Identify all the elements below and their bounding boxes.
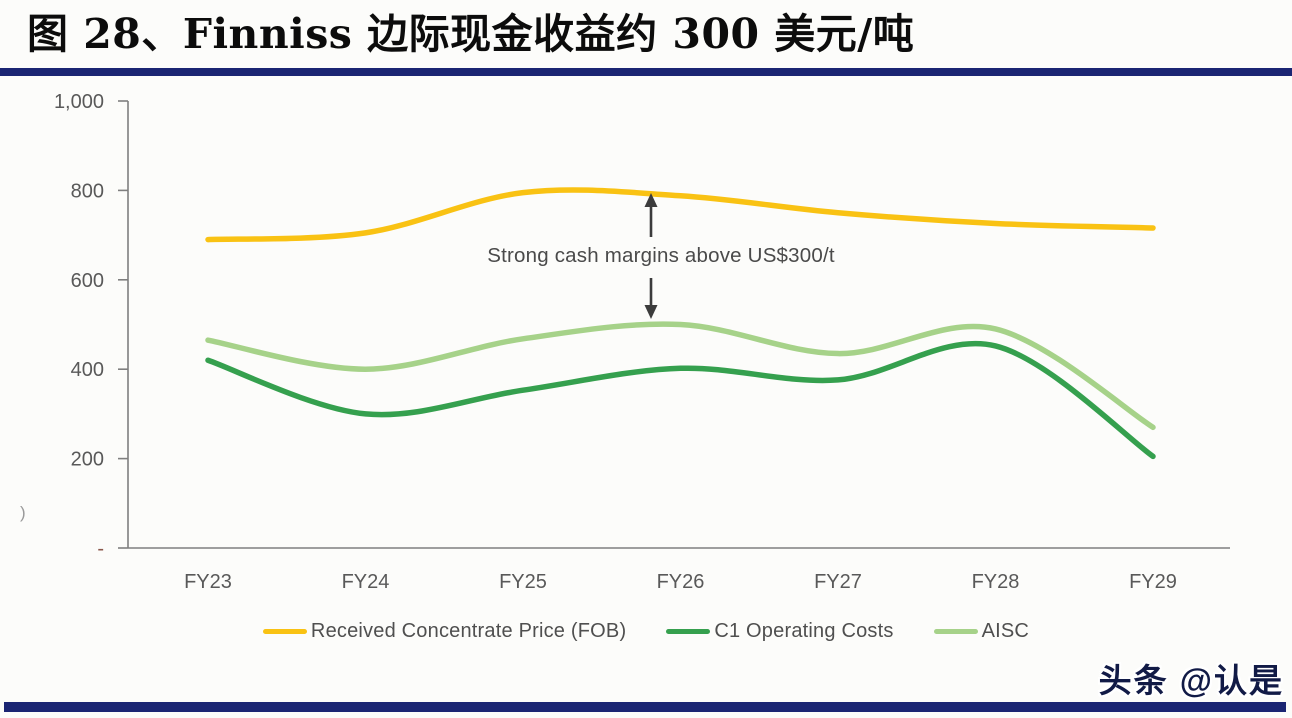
received-price-swatch	[262, 628, 307, 635]
legend-item-aisc: AISC	[933, 620, 1030, 643]
y-axis-label: 200	[71, 449, 104, 471]
legend-item-c1-costs: C1 Operating Costs	[666, 620, 893, 643]
x-axis-label: FY25	[499, 571, 547, 593]
watermark: 头条 @认是	[1098, 662, 1284, 699]
clipped-axis-character: )	[20, 503, 26, 522]
y-axis-label: -	[97, 538, 104, 560]
y-axis-label: 1,000	[54, 91, 104, 113]
y-axis-label: 800	[71, 180, 104, 202]
aisc-swatch	[933, 628, 978, 635]
bottom-bar	[4, 702, 1286, 712]
legend-label-aisc: AISC	[981, 620, 1030, 642]
series-line-1	[205, 340, 1156, 460]
title-underline-bar	[0, 68, 1292, 76]
legend-label-received-price: Received Concentrate Price (FOB)	[310, 620, 627, 642]
legend-item-received-price: Received Concentrate Price (FOB)	[262, 620, 627, 643]
chart-legend: Received Concentrate Price (FOB) C1 Oper…	[0, 620, 1292, 643]
x-axis-label: FY23	[184, 571, 232, 593]
c1-costs-swatch	[666, 628, 711, 635]
x-axis-label: FY27	[814, 571, 862, 593]
legend-label-c1-costs: C1 Operating Costs	[714, 620, 894, 642]
y-axis-label: 400	[71, 359, 104, 381]
x-axis-label: FY29	[1129, 571, 1177, 593]
annotation-arrow-up-head	[644, 193, 658, 207]
series-line-2	[205, 321, 1156, 431]
x-axis-label: FY26	[657, 571, 705, 593]
x-axis-label: FY28	[972, 571, 1020, 593]
annotation-arrow-down-head	[644, 305, 658, 319]
figure-title: 图 28、Finniss 边际现金收益约 300 美元/吨	[27, 10, 915, 58]
y-axis-label: 600	[71, 270, 104, 292]
chart-annotation: Strong cash margins above US$300/t	[487, 244, 835, 267]
x-axis-label: FY24	[342, 571, 390, 593]
series-line-0	[205, 187, 1156, 243]
